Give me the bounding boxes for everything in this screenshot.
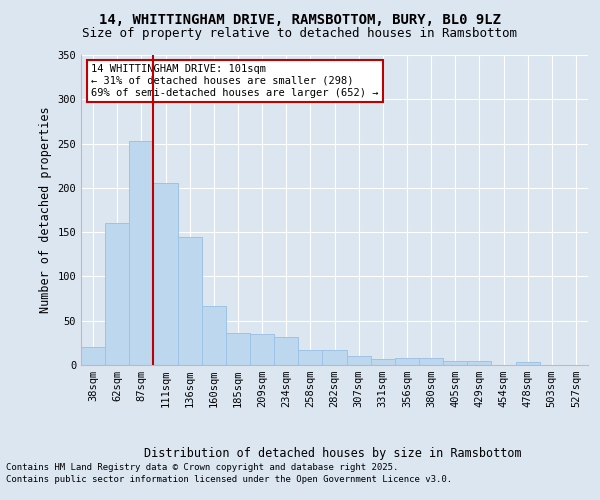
Bar <box>129 141 154 365</box>
Bar <box>226 333 250 365</box>
Bar <box>322 350 347 365</box>
Text: Distribution of detached houses by size in Ramsbottom: Distribution of detached houses by size … <box>144 448 522 460</box>
Bar <box>250 334 274 365</box>
Text: 14 WHITTINGHAM DRIVE: 101sqm
← 31% of detached houses are smaller (298)
69% of s: 14 WHITTINGHAM DRIVE: 101sqm ← 31% of de… <box>91 64 379 98</box>
Bar <box>202 306 226 365</box>
Bar <box>105 224 129 365</box>
Bar <box>154 184 178 365</box>
Bar <box>347 356 371 365</box>
Bar <box>178 236 202 365</box>
Bar <box>298 350 322 365</box>
Bar <box>395 358 419 365</box>
Bar <box>443 362 467 365</box>
Bar <box>274 336 298 365</box>
Text: Contains public sector information licensed under the Open Government Licence v3: Contains public sector information licen… <box>6 475 452 484</box>
Bar <box>371 359 395 365</box>
Bar <box>515 362 540 365</box>
Bar <box>467 360 491 365</box>
Text: 14, WHITTINGHAM DRIVE, RAMSBOTTOM, BURY, BL0 9LZ: 14, WHITTINGHAM DRIVE, RAMSBOTTOM, BURY,… <box>99 12 501 26</box>
Bar <box>81 348 105 365</box>
Text: Contains HM Land Registry data © Crown copyright and database right 2025.: Contains HM Land Registry data © Crown c… <box>6 464 398 472</box>
Bar <box>419 358 443 365</box>
Text: Size of property relative to detached houses in Ramsbottom: Size of property relative to detached ho… <box>83 28 517 40</box>
Y-axis label: Number of detached properties: Number of detached properties <box>39 106 52 314</box>
